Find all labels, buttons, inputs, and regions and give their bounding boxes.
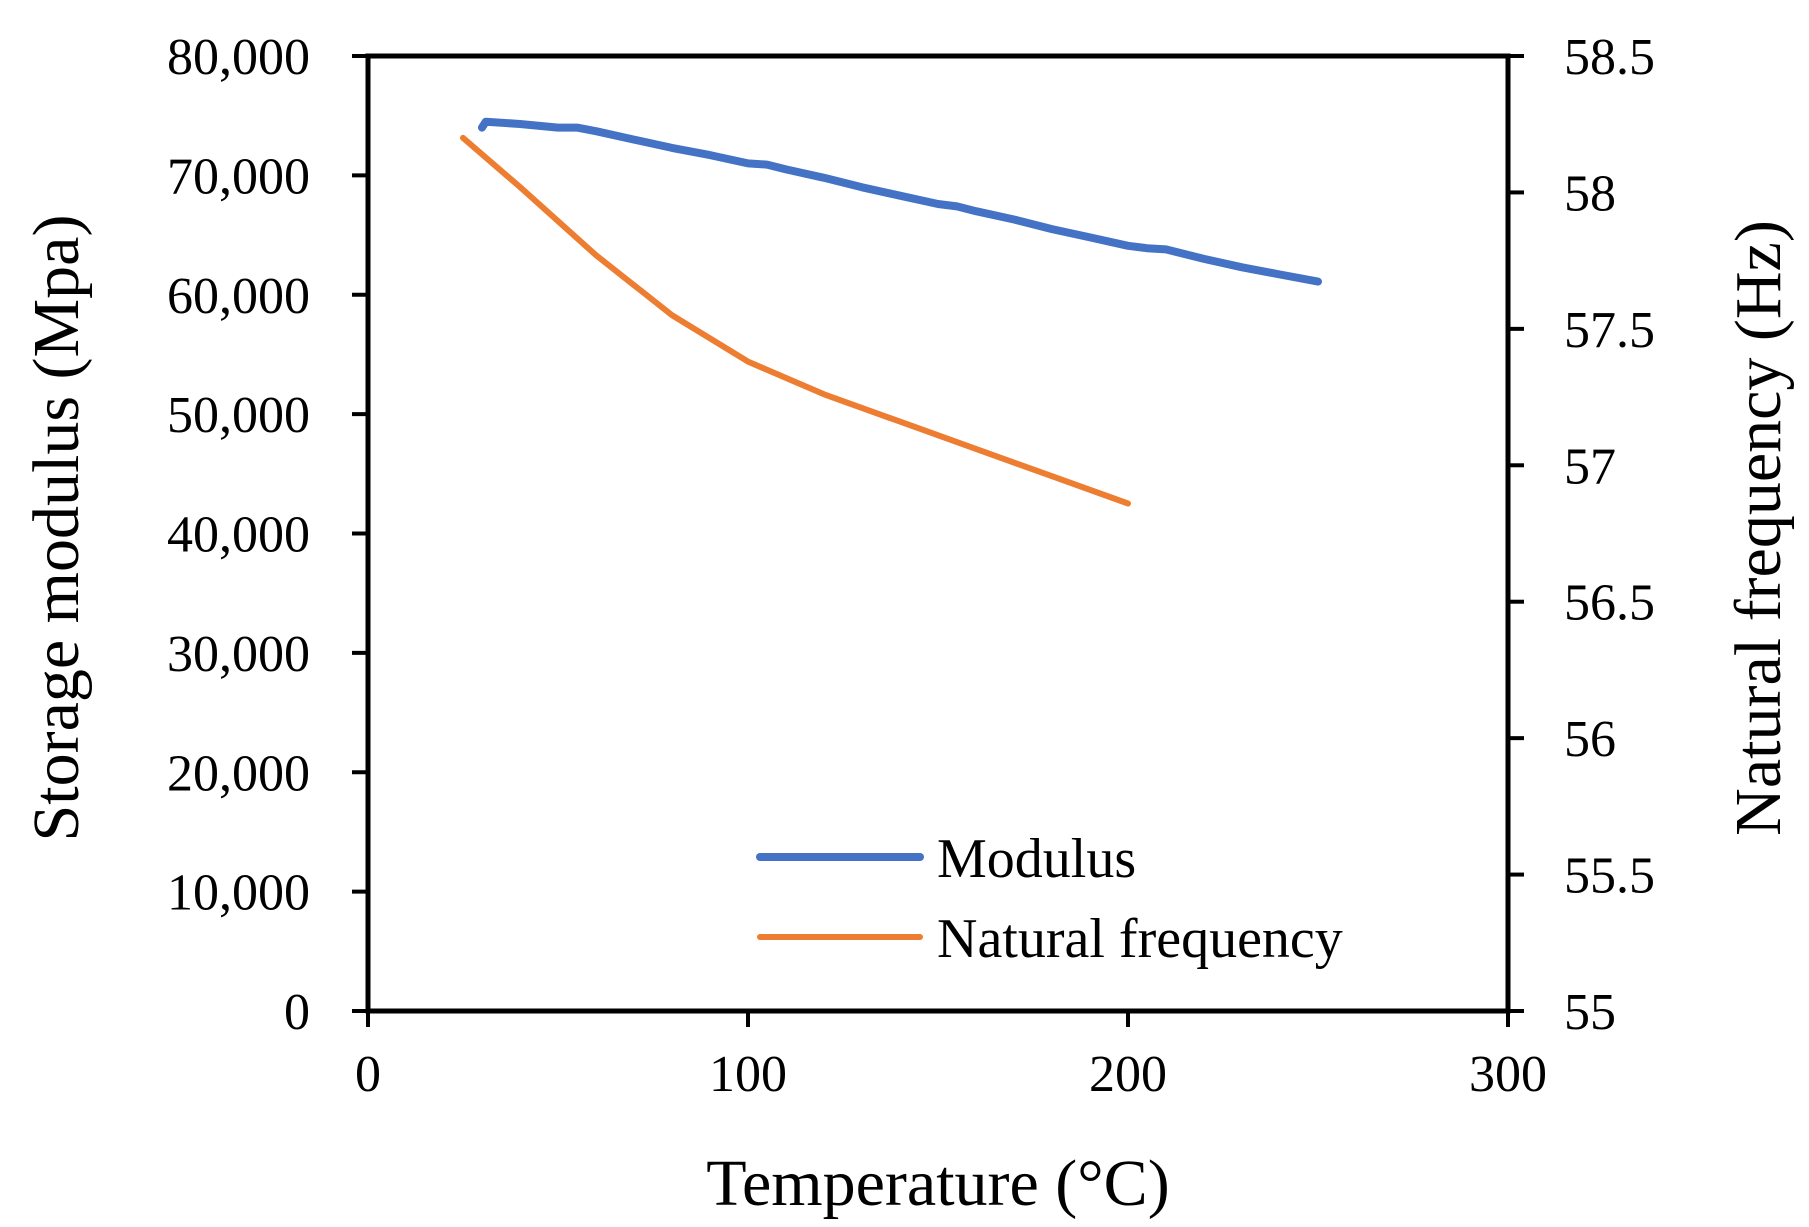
y2-tick-label: 58 xyxy=(1564,165,1616,222)
y2-tick-label: 57 xyxy=(1564,438,1616,495)
y-tick-label: 70,000 xyxy=(167,148,310,205)
series-line-modulus xyxy=(478,117,1322,286)
y2-tick-label: 55 xyxy=(1564,984,1616,1041)
ticks-layer: 0 100 200 300 0 10,000 20,000 30,000 40,000 50,00… xyxy=(167,29,1655,1103)
series-layer xyxy=(460,117,1322,507)
y2-tick-label: 56.5 xyxy=(1564,575,1655,632)
y-tick-label: 80,000 xyxy=(167,29,310,86)
y-tick-label: 10,000 xyxy=(167,865,310,922)
x-tick-label: 200 xyxy=(1089,1046,1167,1103)
y-tick-label: 20,000 xyxy=(167,745,310,802)
y2-axis-title: Natural frequency (Hz) xyxy=(1722,220,1795,836)
y2-tick-label: 55.5 xyxy=(1564,848,1655,905)
x-tick-label: 0 xyxy=(355,1046,381,1103)
y-tick-label: 50,000 xyxy=(167,387,310,444)
legend-label-natural-frequency: Natural frequency xyxy=(937,908,1343,970)
legend: Modulus Natural frequency xyxy=(756,828,1343,970)
x-tick-label: 100 xyxy=(709,1046,787,1103)
y-axis-title: Storage modulus (Mpa) xyxy=(20,215,93,842)
x-tick-label: 300 xyxy=(1469,1046,1547,1103)
y-tick-label: 30,000 xyxy=(167,626,310,683)
y-tick-label: 60,000 xyxy=(167,268,310,325)
legend-label-modulus: Modulus xyxy=(937,828,1136,890)
x-axis-title: Temperature (°C) xyxy=(706,1147,1169,1220)
series-line-natural-frequency xyxy=(460,134,1131,507)
y-tick-label: 0 xyxy=(284,984,310,1041)
y-tick-label: 40,000 xyxy=(167,507,310,564)
y2-tick-label: 56 xyxy=(1564,711,1616,768)
y2-tick-label: 58.5 xyxy=(1564,29,1655,86)
y2-tick-label: 57.5 xyxy=(1564,302,1655,359)
